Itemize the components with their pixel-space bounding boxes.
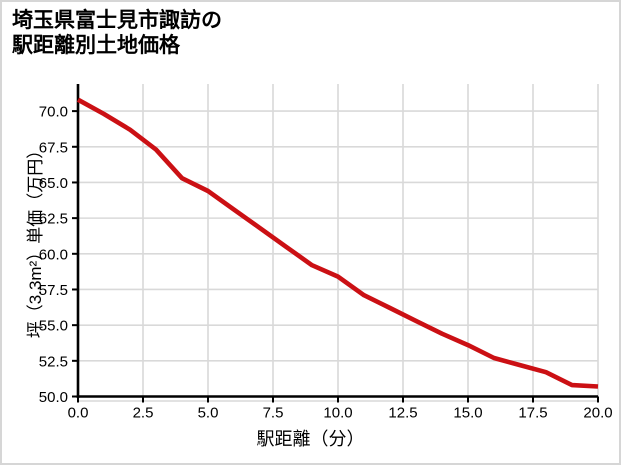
x-tick-label: 5.0 <box>198 405 219 422</box>
x-tick-label: 20.0 <box>583 405 612 422</box>
y-tick-label: 52.5 <box>39 353 68 370</box>
x-tick-label: 2.5 <box>133 405 154 422</box>
y-tick-label: 50.0 <box>39 389 68 406</box>
y-tick-label: 67.5 <box>39 139 68 156</box>
chart-title-line-1: 埼玉県富士見市諏訪の <box>12 9 222 32</box>
chart-title: 埼玉県富士見市諏訪の 駅距離別土地価格 <box>12 8 222 58</box>
x-tick-label: 15.0 <box>453 405 482 422</box>
x-tick-label: 17.5 <box>518 405 547 422</box>
x-tick-label: 10.0 <box>323 405 352 422</box>
y-axis-title: 坪（3.3m²）単価（万円） <box>26 141 45 339</box>
x-axis-title: 駅距離（分） <box>256 429 365 449</box>
y-tick-label: 57.5 <box>39 282 68 299</box>
price-line <box>76 97 599 389</box>
x-tick-label: 7.5 <box>263 405 284 422</box>
y-tick-label: 55.0 <box>39 318 68 335</box>
chart-title-line-2: 駅距離別土地価格 <box>12 34 180 57</box>
y-tick-label: 70.0 <box>39 104 68 121</box>
x-tick-label: 12.5 <box>388 405 417 422</box>
y-tick-label: 62.5 <box>39 211 68 228</box>
y-tick-label: 60.0 <box>39 246 68 263</box>
y-tick-label: 65.0 <box>39 175 68 192</box>
x-tick-label: 0.0 <box>68 405 89 422</box>
